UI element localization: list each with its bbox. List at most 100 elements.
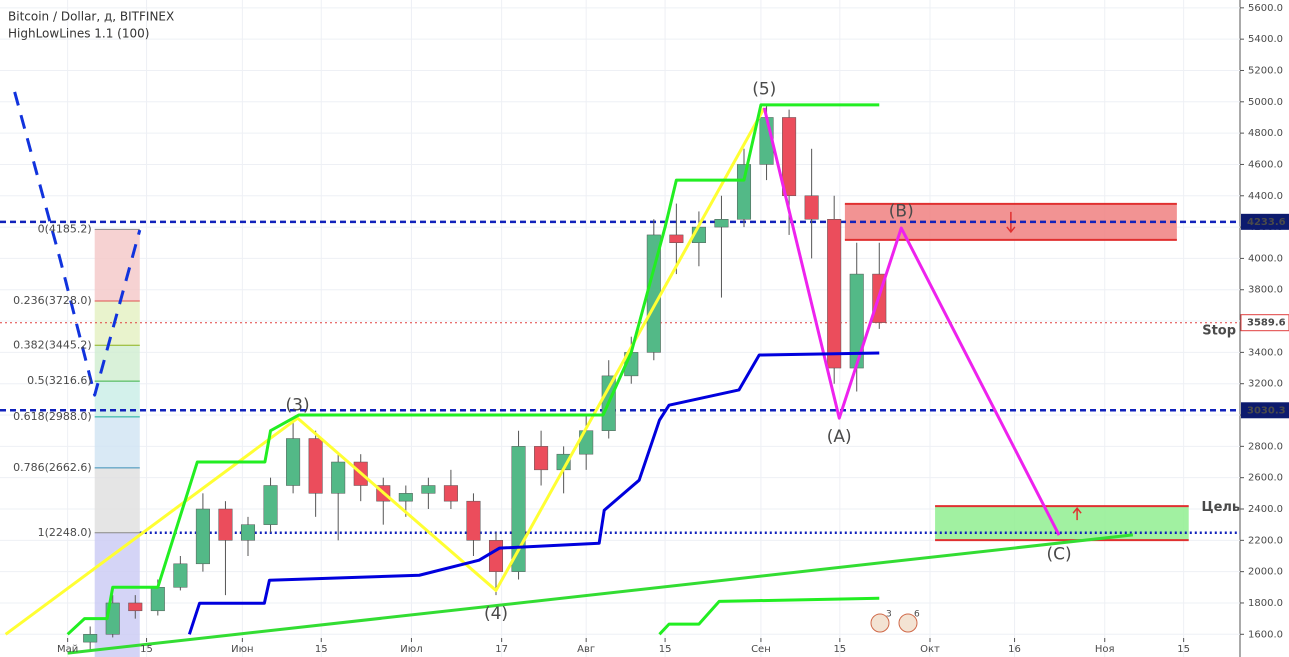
- arrow-up: [1072, 506, 1082, 521]
- y-tick-label: 3400.0: [1248, 347, 1283, 358]
- fib-label: 1(2248.0): [38, 526, 92, 539]
- candle-body: [534, 446, 549, 471]
- x-tick-label: Окт: [920, 644, 940, 655]
- candle-body: [240, 524, 256, 541]
- annotation: Цель: [1202, 500, 1241, 515]
- candle-body: [488, 540, 504, 572]
- overlay-line: [4, 107, 766, 636]
- x-tick-label: Июл: [400, 644, 422, 655]
- event-flag[interactable]: [870, 613, 890, 633]
- candle-body: [466, 500, 481, 541]
- y-tick-label: 4000.0: [1248, 253, 1283, 264]
- candle-body: [195, 508, 210, 565]
- candle-body: [421, 485, 436, 494]
- price-label: 3589.6: [1247, 318, 1286, 329]
- candle-body: [736, 164, 752, 220]
- fib-label: 0.5(3216.6): [27, 374, 92, 387]
- x-tick-label: 15: [140, 644, 153, 655]
- y-tick-label: 1600.0: [1248, 629, 1283, 640]
- x-tick-label: Сен: [751, 644, 771, 655]
- price-label-bg: [1241, 402, 1289, 419]
- annotation: (A): [827, 427, 852, 447]
- text-layer: Bitcoin / Dollar, д, BITFINEX HighLowLine…: [8, 10, 1240, 633]
- indicator: HighLowLines 1.1 (100): [8, 27, 149, 41]
- candle-body: [128, 602, 143, 612]
- event-flag[interactable]: [898, 613, 918, 633]
- annotation: (C): [1047, 544, 1072, 564]
- candle-body: [83, 634, 98, 643]
- y-tick-label: 5200.0: [1248, 65, 1283, 76]
- x-tick-label: 15: [833, 644, 846, 655]
- fib-band: [94, 416, 140, 468]
- candle-body: [443, 485, 458, 502]
- candle-body: [173, 563, 188, 588]
- title: Bitcoin / Dollar, д, BITFINEX: [8, 10, 174, 24]
- fib-label: 0(4185.2): [38, 222, 92, 235]
- x-tick-label: 15: [659, 644, 672, 655]
- y-tick-label: 2800.0: [1248, 441, 1283, 452]
- annotation: (3): [286, 396, 310, 416]
- overlay-line: [658, 596, 880, 636]
- annotation: (4): [484, 604, 508, 624]
- y-tick-label: 2000.0: [1248, 567, 1283, 578]
- y-tick-label: 4400.0: [1248, 191, 1283, 202]
- price-label-bg: [1240, 314, 1289, 332]
- y-tick-label: 3200.0: [1248, 379, 1283, 390]
- fib-label: 0.236(3728.0): [13, 294, 92, 307]
- fib-band: [94, 345, 140, 382]
- y-tick-label: 4800.0: [1248, 128, 1283, 139]
- y-tick-label: 5400.0: [1248, 34, 1283, 45]
- overlay-line: [762, 107, 1061, 536]
- x-tick-label: Июн: [231, 644, 253, 655]
- x-tick-label: Авг: [577, 644, 595, 655]
- x-tick-label: Ноя: [1095, 644, 1115, 655]
- fib-band: [94, 301, 140, 346]
- y-tick-label: 2400.0: [1248, 504, 1283, 515]
- x-tick-label: 16: [1008, 644, 1021, 655]
- target-zone: [935, 506, 1189, 541]
- price-label: 4233.6: [1247, 217, 1286, 228]
- fib-label: 0.382(3445.2): [13, 338, 92, 351]
- overlay-line: [67, 533, 1134, 655]
- fib-label: 0.786(2662.6): [13, 461, 92, 474]
- event-count: 6: [914, 610, 920, 620]
- zones-layer: [844, 202, 1189, 542]
- candle-body: [331, 461, 346, 494]
- scale-layer: 1600.0 1800.0 2000.0 2200.0 2400.0 2600.0 2800…: [57, 3, 1289, 655]
- candle-body: [150, 587, 165, 612]
- y-tick-label: 5600.0: [1248, 3, 1283, 14]
- candle-body: [218, 508, 233, 541]
- price-label: 3030.3: [1247, 405, 1286, 416]
- candle-body: [827, 219, 842, 369]
- y-tick-label: 3800.0: [1248, 285, 1283, 296]
- fib-band: [94, 381, 140, 417]
- candle-body: [398, 493, 413, 502]
- candles-layer: [83, 104, 887, 650]
- y-tick-label: 2200.0: [1248, 535, 1283, 546]
- candle-body: [511, 446, 526, 572]
- y-tick-label: 2600.0: [1248, 473, 1283, 484]
- lines-layer: [4, 91, 1134, 655]
- overlay-line: [187, 351, 880, 635]
- fib-label: 0.618(2988.0): [13, 410, 92, 423]
- y-tick-label: 1800.0: [1248, 598, 1283, 609]
- x-tick-label: 15: [1177, 644, 1190, 655]
- annotation: Stop: [1202, 324, 1236, 339]
- annotation: (B): [889, 201, 914, 221]
- y-tick-label: 5000.0: [1248, 97, 1283, 108]
- candle-body: [286, 438, 301, 486]
- price-label-bg: [1241, 213, 1289, 230]
- y-tick-label: 4600.0: [1248, 159, 1283, 170]
- event-count: 3: [886, 610, 892, 620]
- x-tick-label: 15: [315, 644, 328, 655]
- candle-body: [782, 117, 797, 197]
- fib-band: [94, 467, 140, 533]
- candle-body: [308, 438, 323, 494]
- x-tick-label: Май: [57, 644, 78, 655]
- fib-layer: [94, 228, 140, 657]
- candle-body: [804, 195, 819, 220]
- x-tick-label: 17: [495, 644, 508, 655]
- overlay-line: [66, 103, 880, 636]
